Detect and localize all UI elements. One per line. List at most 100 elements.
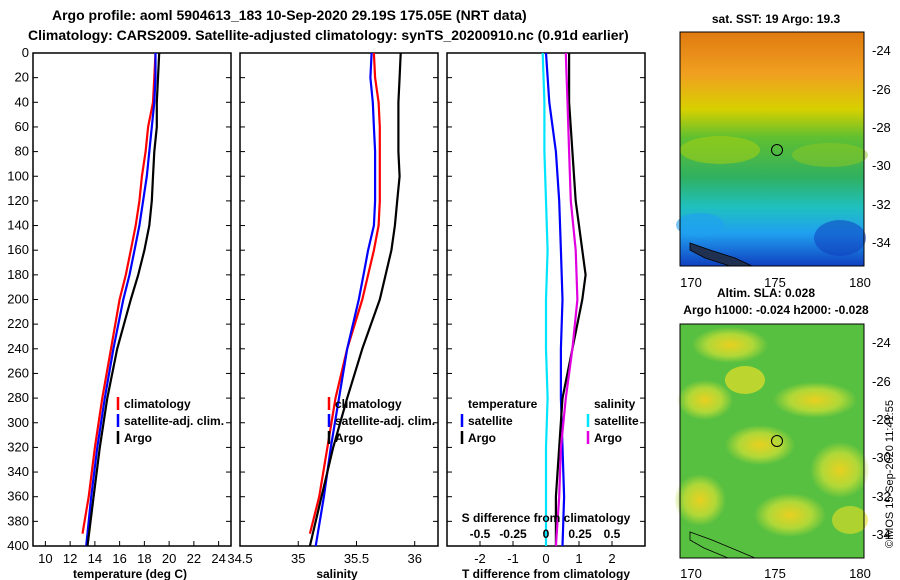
depth-tick-label: 400 <box>7 538 29 553</box>
x-tick-label: 12 <box>63 551 77 566</box>
lat-tick-label: -26 <box>872 82 891 97</box>
legend-argo-label: Argo <box>124 431 152 445</box>
depth-axis: 0 20 40 60 80 100 120 140 160 180 200 220 240 260 280 3… <box>7 45 29 553</box>
lat-tick-label: -34 <box>872 527 891 542</box>
depth-tick-label: 240 <box>7 341 29 356</box>
depth-tick-label: 180 <box>7 267 29 282</box>
depth-tick-label: 80 <box>15 144 29 159</box>
x-tick-label: 36 <box>407 551 421 566</box>
s-tick-label: 0.25 <box>568 527 592 541</box>
sla-lon-tick-label: 170 <box>680 566 702 580</box>
legend-temperature-title: temperature <box>468 397 538 411</box>
s-tick-label: 0.5 <box>604 527 621 541</box>
sla-map <box>674 323 870 559</box>
temperature-xlabel: temperature (deg C) <box>73 567 187 580</box>
depth-tick-label: 20 <box>15 70 29 85</box>
depth-tick-label: 60 <box>15 119 29 134</box>
x-tick-label: 0 <box>542 551 549 566</box>
lat-tick-label: -30 <box>872 158 891 173</box>
x-tick-label: 2 <box>608 551 615 566</box>
depth-tick-label: 220 <box>7 316 29 331</box>
title-line-2: Climatology: CARS2009. Satellite-adjuste… <box>28 27 629 43</box>
sst-lon-tick-label: 175 <box>764 275 786 290</box>
lat-tick-label: -28 <box>872 120 891 135</box>
legend-climatology-label: climatology <box>124 397 191 411</box>
sla-map-title-1: Altim. SLA: 0.028 <box>717 286 815 300</box>
difference-legend-temperature: temperature satellite Argo <box>460 397 538 445</box>
lat-tick-label: -34 <box>872 235 891 250</box>
depth-tick-label: 140 <box>7 218 29 233</box>
temperature-plot: 10 12 14 16 18 20 22 24 <box>33 52 231 566</box>
temperature-panel <box>32 52 232 547</box>
difference-legend-salinity: salinity satellite Argo <box>586 397 639 445</box>
depth-tick-label: 300 <box>7 415 29 430</box>
x-tick-label: 20 <box>162 551 176 566</box>
sst-lat-axis: -24 -26 -28 -30 -32 -34 <box>872 43 891 250</box>
s-difference-axis-label: S difference from climatology <box>462 511 631 525</box>
title-line-1: Argo profile: aoml 5904613_183 10-Sep-20… <box>52 7 527 23</box>
depth-tick-label: 160 <box>7 242 29 257</box>
s-tick-label: -0.5 <box>470 527 491 541</box>
series-line-satellite-adj-clim- <box>314 52 377 547</box>
depth-tick-label: 200 <box>7 292 29 307</box>
x-tick-label: -2 <box>474 551 486 566</box>
legend-climatology-label: climatology <box>335 397 402 411</box>
salinity-legend: climatology satellite-adj. clim. Argo <box>327 397 435 445</box>
series-line-salinity-argo <box>554 52 579 547</box>
lat-tick-label: -30 <box>872 450 891 465</box>
legend-argo-label: Argo <box>335 431 363 445</box>
argo-location-marker <box>771 144 783 156</box>
x-tick-label: 24 <box>211 551 225 566</box>
sla-lat-axis: -24 -26 -28 -30 -32 -34 <box>872 335 891 542</box>
series-line-climatology <box>308 52 381 534</box>
lat-tick-label: -32 <box>872 489 891 504</box>
depth-tick-label: 340 <box>7 464 29 479</box>
legend-satellite-label: satellite-adj. clim. <box>124 414 224 428</box>
x-tick-label: 14 <box>88 551 102 566</box>
depth-tick-label: 320 <box>7 439 29 454</box>
salinity-plot: 34.5 35 35.5 36 <box>227 52 438 566</box>
lat-tick-label: -24 <box>872 335 891 350</box>
series-line-satellite-adj-clim- <box>85 53 157 547</box>
series-line-climatology <box>81 52 157 534</box>
x-tick-label: 18 <box>137 551 151 566</box>
s-tick-label: -0.25 <box>499 527 527 541</box>
sst-map <box>676 31 868 267</box>
depth-tick-label: 100 <box>7 168 29 183</box>
sst-map-title: sat. SST: 19 Argo: 19.3 <box>712 12 841 26</box>
x-tick-label: 34.5 <box>227 551 252 566</box>
imos-credit: ©IMOS 15-Sep-2020 11:41:55 <box>884 400 896 548</box>
lat-tick-label: -26 <box>872 374 891 389</box>
legend-salinity-title: salinity <box>594 397 636 411</box>
x-tick-label: -1 <box>507 551 519 566</box>
sla-map-title-2: Argo h1000: -0.024 h2000: -0.028 <box>683 303 869 317</box>
temperature-legend: climatology satellite-adj. clim. Argo <box>116 397 224 445</box>
sst-map-frame <box>679 31 865 267</box>
depth-tick-label: 0 <box>22 45 29 60</box>
sla-lon-tick-label: 175 <box>764 566 786 580</box>
depth-tick-label: 120 <box>7 193 29 208</box>
salinity-xlabel: salinity <box>316 567 358 580</box>
series-line-temperature-satellite <box>544 52 566 547</box>
argo-location-marker <box>771 435 783 447</box>
sla-map-frame <box>679 323 865 559</box>
difference-xlabel: T difference from climatology <box>462 567 630 580</box>
series-line-salinity-satellite <box>541 52 549 546</box>
depth-tick-label: 380 <box>7 513 29 528</box>
series-line-argo <box>308 52 402 547</box>
x-tick-label: 22 <box>187 551 201 566</box>
x-tick-label: 35 <box>291 551 305 566</box>
depth-tick-label: 360 <box>7 489 29 504</box>
depth-tick-label: 40 <box>15 94 29 109</box>
lat-tick-label: -32 <box>872 197 891 212</box>
x-tick-label: 16 <box>112 551 126 566</box>
salinity-panel <box>239 52 439 547</box>
sst-lon-tick-label: 170 <box>680 275 702 290</box>
sst-lon-tick-label: 180 <box>849 275 871 290</box>
x-tick-label: 10 <box>38 551 52 566</box>
legend-s-argo-label: Argo <box>594 431 622 445</box>
s-tick-label: 0 <box>543 527 550 541</box>
legend-s-satellite-label: satellite <box>594 414 639 428</box>
lat-tick-label: -28 <box>872 412 891 427</box>
legend-t-argo-label: Argo <box>468 431 496 445</box>
